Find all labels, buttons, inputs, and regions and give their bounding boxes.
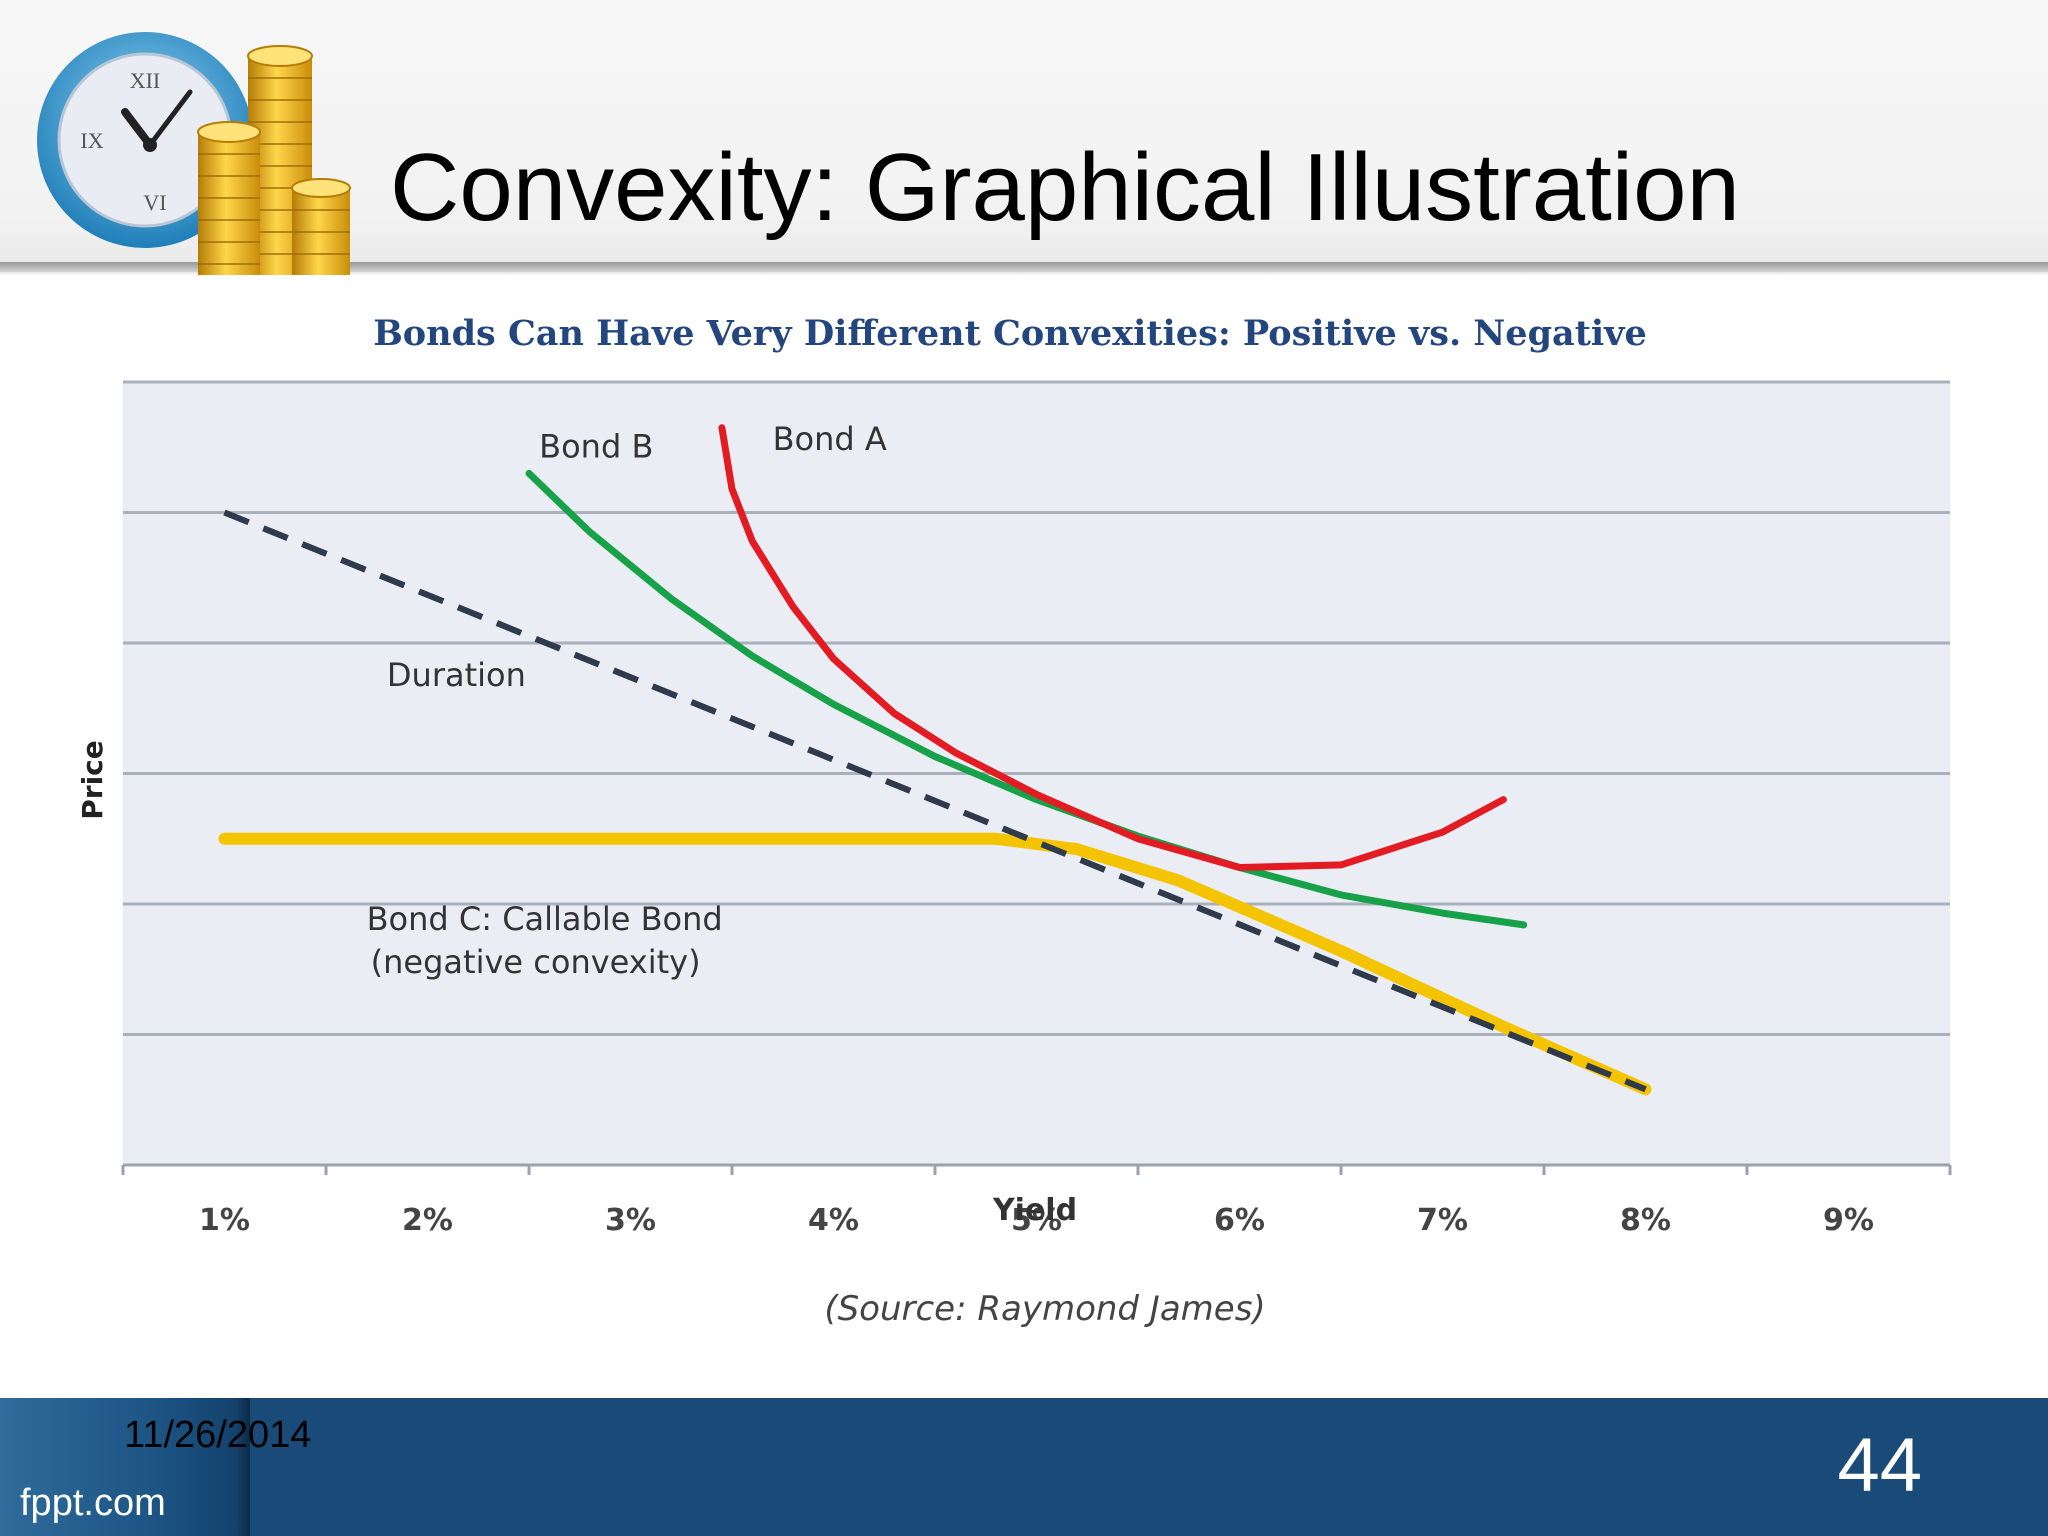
x-tick-label: 9% [1823, 1203, 1874, 1238]
x-tick-label: 3% [605, 1203, 656, 1238]
x-axis: 1% 2% 3% 4% 5% 6% 7% 8% 9% [121, 1163, 1952, 1238]
footer-brand-panel [0, 1398, 250, 1536]
x-tick-label: 5% [1011, 1203, 1062, 1238]
coin-stack-left [197, 121, 261, 275]
clock-coins-logo: XII IX VI [37, 32, 351, 275]
series-line-bond-c-callable-bond-negative-convexity [218, 832, 1652, 1096]
slide-title: Convexity: Graphical Illustration [390, 134, 1740, 241]
x-tick-label: 8% [1620, 1203, 1671, 1238]
series [218, 424, 1652, 1096]
annotation-label: Bond B [539, 428, 653, 466]
duration-overlay [223, 509, 1647, 1093]
x-axis-label: Yield [992, 1193, 1077, 1228]
x-tick-label: 4% [808, 1203, 859, 1238]
x-tick-label: 2% [402, 1203, 453, 1238]
source-note: (Source: Raymond James) [824, 1289, 1265, 1329]
series-line-bond-b [525, 469, 1528, 929]
annotation-label: (negative convexity) [371, 943, 701, 981]
y-axis-label: Price [76, 740, 109, 820]
gridlines [123, 380, 1950, 1036]
x-tick-label: 7% [1417, 1203, 1468, 1238]
clock-numeral-ix: IX [80, 128, 103, 153]
slide-number: 44 [1837, 1423, 1922, 1508]
header-shadow [0, 262, 2048, 276]
convexity-chart: Bonds Can Have Very Different Convexitie… [76, 313, 1952, 1329]
chart-figure: Bonds Can Have Very Different Convexitie… [60, 290, 1980, 1390]
series-line-bond-a [718, 424, 1507, 871]
clock-numeral-xii: XII [130, 68, 161, 93]
footer-panel-edge [236, 1398, 250, 1536]
chart-title: Bonds Can Have Very Different Convexitie… [373, 313, 1647, 354]
x-tick-label: 6% [1214, 1203, 1265, 1238]
annotation-label: Duration [387, 656, 526, 694]
clock-numeral-vi: VI [143, 190, 166, 215]
annotation-label: Bond A [773, 420, 887, 458]
brand-label: fppt.com [20, 1482, 166, 1524]
annotations: Bond B Bond A Duration Bond C: Callable Bon… [367, 420, 887, 981]
slide-date: 11/26/2014 [124, 1414, 312, 1456]
slide-footer [0, 1398, 2048, 1536]
x-tick-label: 1% [199, 1203, 250, 1238]
annotation-label: Bond C: Callable Bond [367, 900, 723, 938]
clock-center [143, 138, 157, 152]
clock-minute-hand [147, 89, 193, 148]
coin-stack-right [291, 178, 351, 275]
